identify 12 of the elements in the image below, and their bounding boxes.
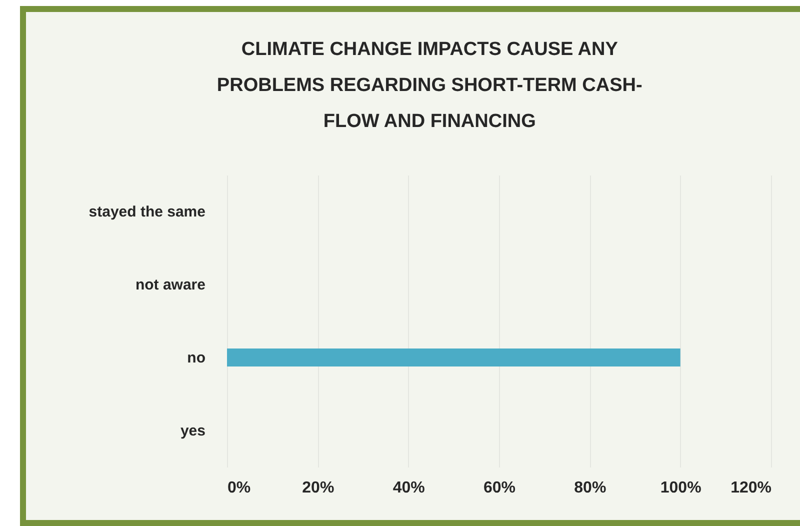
x-tick-label: 20% xyxy=(302,480,334,496)
x-tick-label: 100% xyxy=(660,480,702,496)
y-tick-label: no xyxy=(187,350,206,366)
x-tick-label: 60% xyxy=(483,480,516,496)
x-tick-label: 40% xyxy=(392,480,425,496)
y-tick-label: not aware xyxy=(135,276,206,294)
x-tick-label: 80% xyxy=(574,480,606,496)
chart-title: CLIMATE CHANGE IMPACTS CAUSE ANY PROBLEMS REGARDING SHORT-TERM CASH-FLOW AND FINANCING xyxy=(216,39,642,132)
y-tick-label: stayed the same xyxy=(88,204,206,220)
x-tick-label: 0% xyxy=(228,480,251,496)
x-tick-label: 120% xyxy=(730,480,772,496)
y-tick-label: yes xyxy=(180,422,206,440)
